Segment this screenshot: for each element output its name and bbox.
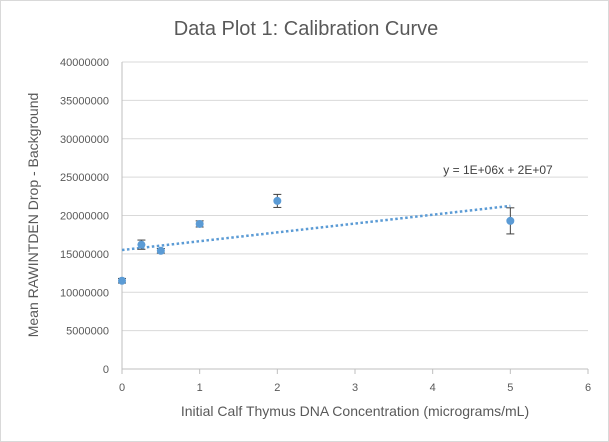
x-tick-label: 6 — [585, 382, 591, 394]
x-tick-label: 4 — [430, 382, 436, 394]
y-tick-label: 0 — [103, 364, 109, 376]
x-tick-label: 1 — [197, 382, 203, 394]
grid-lines — [122, 61, 588, 332]
y-tick-label: 40000000 — [60, 57, 109, 69]
x-tick-label: 2 — [274, 382, 280, 394]
data-point — [506, 216, 515, 225]
y-tick-label: 25000000 — [60, 172, 109, 184]
y-tick-label: 15000000 — [60, 249, 109, 261]
y-tick-label: 10000000 — [60, 287, 109, 299]
y-axis-title: Mean RAWINTDEN Drop - Background — [25, 93, 41, 338]
trendline-equation: y = 1E+06x + 2E+07 — [443, 163, 553, 177]
error-bars — [118, 193, 515, 284]
data-point — [195, 219, 204, 228]
tick-labels: 0 5000000 10000000 15000000 20000000 25000000… — [60, 57, 591, 394]
y-tick-label: 35000000 — [60, 95, 109, 107]
y-tick-label: 20000000 — [60, 211, 109, 223]
axes — [121, 62, 589, 374]
chart-title: Data Plot 1: Calibration Curve — [174, 18, 439, 40]
data-point — [118, 276, 126, 285]
trendline — [121, 204, 511, 252]
y-tick-label: 5000000 — [66, 326, 109, 338]
data-point — [156, 246, 165, 255]
y-tick-label: 30000000 — [60, 134, 109, 146]
trendline-group — [121, 204, 511, 252]
x-tick-label: 3 — [352, 382, 358, 394]
x-tick-label: 0 — [119, 382, 125, 394]
x-axis-title: Initial Calf Thymus DNA Concentration (m… — [181, 403, 529, 419]
data-points — [118, 196, 515, 285]
data-point — [137, 240, 146, 249]
data-point — [273, 196, 282, 205]
x-tick-label: 5 — [507, 382, 513, 394]
